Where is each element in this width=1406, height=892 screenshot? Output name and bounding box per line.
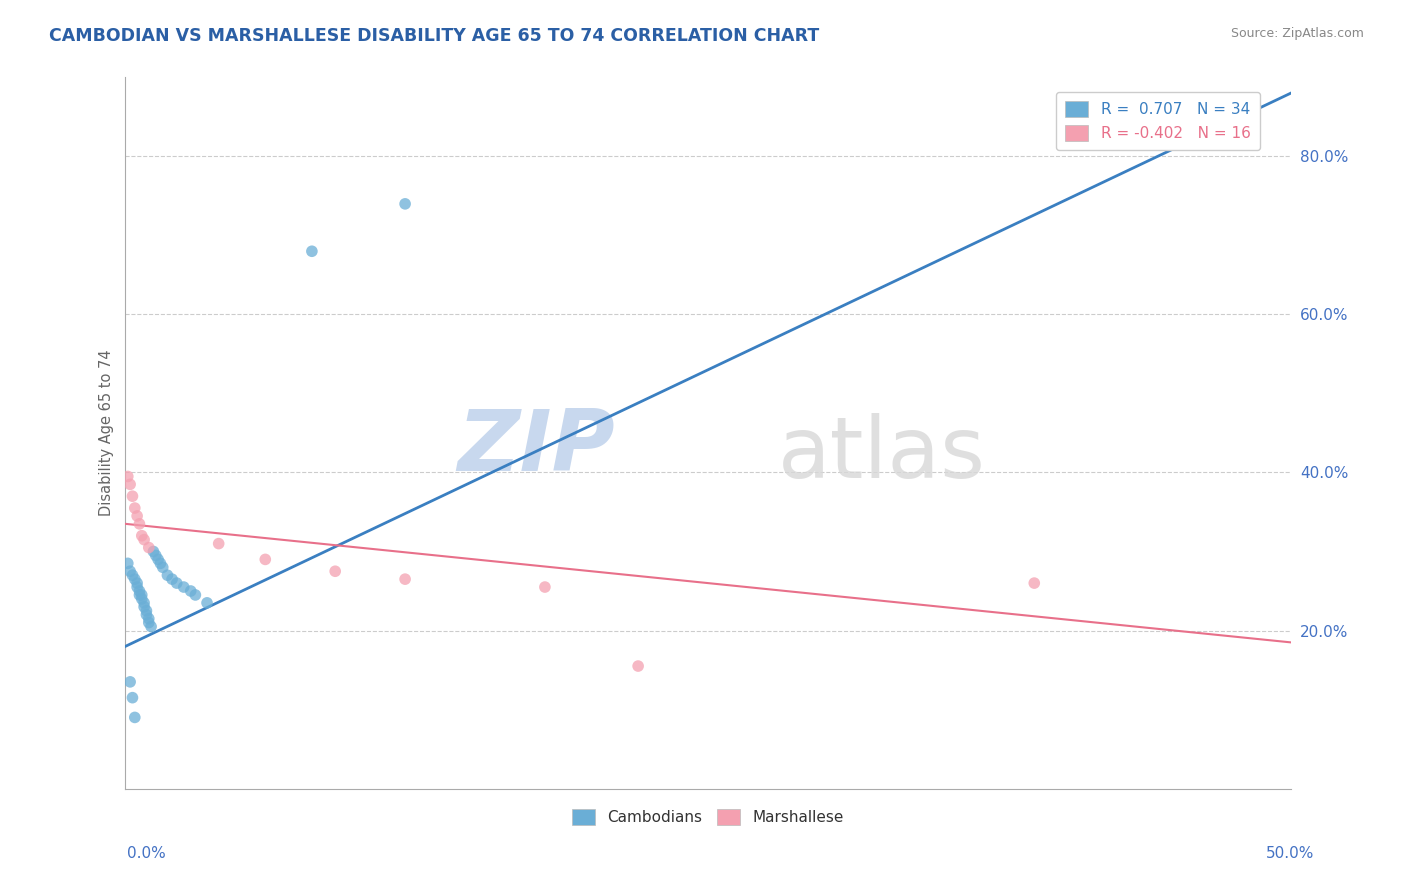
Point [184, 588, 207, 602]
Point [117, 557, 139, 571]
Point [124, 572, 146, 586]
Point [145, 549, 167, 563]
Point [156, 568, 179, 582]
Text: 50.0%: 50.0% [1267, 846, 1315, 861]
Point [121, 489, 143, 503]
Point [166, 576, 188, 591]
Point [121, 568, 143, 582]
Legend: Cambodians, Marshallese: Cambodians, Marshallese [562, 800, 853, 834]
Text: 0.0%: 0.0% [127, 846, 166, 861]
Point [117, 469, 139, 483]
Point [127, 508, 149, 523]
Point [208, 536, 231, 550]
Point [132, 533, 155, 547]
Point [120, 564, 142, 578]
Point [138, 541, 160, 555]
Point [132, 599, 155, 614]
Point [132, 596, 155, 610]
Point [120, 674, 142, 689]
Text: atlas: atlas [778, 413, 986, 496]
Point [139, 619, 162, 633]
Point [120, 477, 142, 491]
Point [128, 588, 150, 602]
Text: CAMBODIAN VS MARSHALLESE DISABILITY AGE 65 TO 74 CORRELATION CHART: CAMBODIAN VS MARSHALLESE DISABILITY AGE … [49, 27, 820, 45]
Point [138, 612, 160, 626]
Point [180, 584, 202, 599]
Point [138, 615, 160, 630]
Point [135, 607, 157, 622]
Point [127, 576, 149, 591]
Point [160, 572, 183, 586]
Point [394, 572, 416, 586]
Point [195, 596, 218, 610]
Point [128, 516, 150, 531]
Point [142, 544, 165, 558]
Point [1024, 576, 1046, 591]
Point [254, 552, 277, 566]
Point [124, 710, 146, 724]
Point [394, 197, 416, 211]
Y-axis label: Disability Age 65 to 74: Disability Age 65 to 74 [100, 350, 114, 516]
Point [135, 604, 157, 618]
Point [152, 560, 174, 574]
Point [131, 529, 153, 543]
Point [127, 580, 149, 594]
Text: Source: ZipAtlas.com: Source: ZipAtlas.com [1230, 27, 1364, 40]
Point [627, 659, 650, 673]
Point [146, 552, 169, 566]
Point [131, 591, 153, 606]
Text: ZIP: ZIP [457, 406, 614, 489]
Point [173, 580, 195, 594]
Point [131, 588, 153, 602]
Point [149, 557, 172, 571]
Point [323, 564, 346, 578]
Point [121, 690, 143, 705]
Point [128, 584, 150, 599]
Point [534, 580, 557, 594]
Point [301, 244, 323, 259]
Point [124, 501, 146, 516]
